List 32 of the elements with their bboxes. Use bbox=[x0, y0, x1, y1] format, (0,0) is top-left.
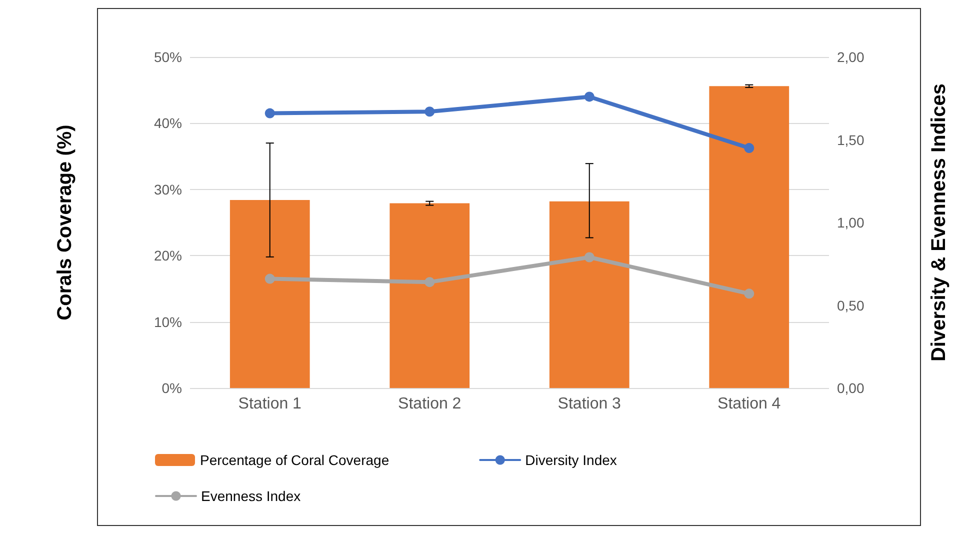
point bbox=[424, 106, 435, 117]
legend-label: Diversity Index bbox=[525, 452, 617, 468]
y-tick-label: 30% bbox=[154, 181, 182, 198]
x-tick-label: Station 2 bbox=[398, 396, 462, 412]
y2-tick-label: 1,00 bbox=[837, 214, 864, 230]
point bbox=[264, 108, 275, 118]
point bbox=[744, 288, 754, 299]
x-tick-label: Station 4 bbox=[718, 396, 781, 412]
y2-tick-label: 2,00 bbox=[837, 49, 864, 65]
y2-tick-label: 0,50 bbox=[837, 297, 864, 314]
x-tick-label: Station 1 bbox=[238, 396, 302, 412]
bar bbox=[709, 86, 790, 388]
y2-axis-title: Diversity & Evenness Indices bbox=[928, 84, 950, 362]
y2-tick-label: 0,00 bbox=[837, 380, 864, 396]
legend-label: Evenness Index bbox=[201, 488, 301, 504]
y-tick-label: 20% bbox=[154, 248, 182, 264]
point bbox=[424, 277, 435, 288]
point bbox=[584, 252, 594, 262]
point bbox=[744, 143, 754, 154]
bar bbox=[549, 201, 630, 388]
y-tick-label: 50% bbox=[154, 49, 182, 65]
legend-label: Percentage of Coral Coverage bbox=[200, 452, 390, 468]
y-tick-label: 10% bbox=[154, 314, 182, 330]
y-tick-label: 0% bbox=[162, 380, 182, 396]
y-tick-label: 40% bbox=[154, 115, 182, 132]
bar bbox=[230, 200, 310, 388]
y-axis-title: Corals Coverage (%) bbox=[54, 124, 76, 320]
y2-tick-label: 1,50 bbox=[837, 132, 864, 148]
point bbox=[264, 274, 275, 284]
point bbox=[584, 92, 594, 102]
bar bbox=[390, 203, 470, 388]
x-tick-label: Station 3 bbox=[558, 396, 622, 412]
